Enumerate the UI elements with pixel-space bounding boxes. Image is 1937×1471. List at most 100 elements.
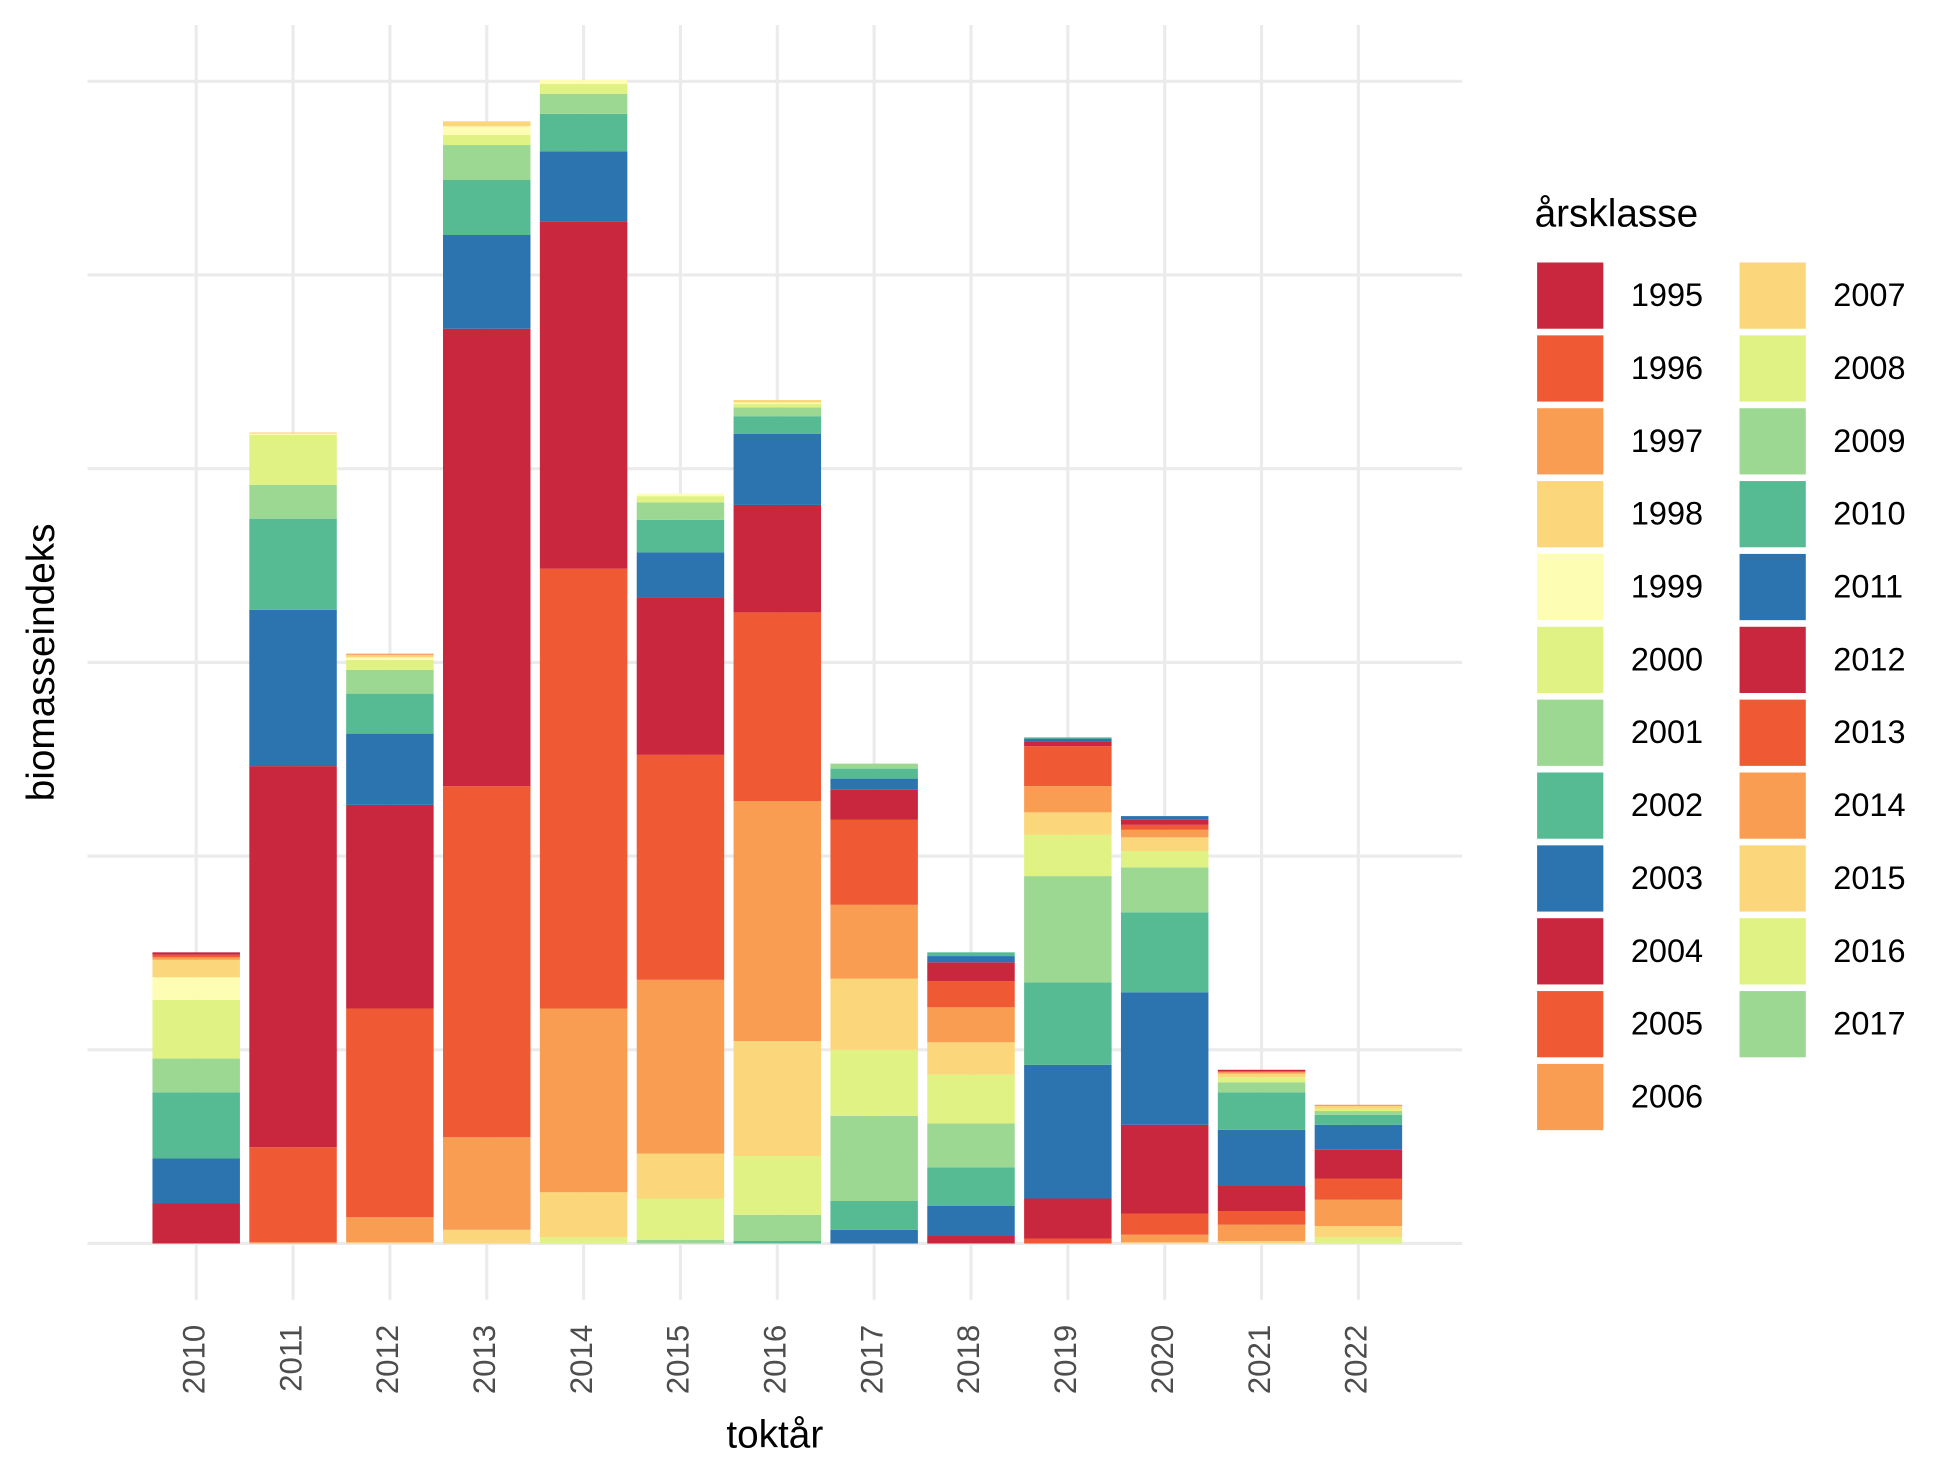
bar-segment xyxy=(346,653,434,655)
bar-segment xyxy=(1024,834,1112,877)
bar-segment xyxy=(346,693,434,734)
bar-segment xyxy=(249,434,337,485)
bar-segment xyxy=(1120,837,1209,852)
bar-segment xyxy=(1314,1106,1403,1109)
bar-segment xyxy=(1314,1124,1403,1150)
bar-segment xyxy=(346,1217,434,1243)
x-tick-label: 2015 xyxy=(661,1325,696,1394)
bar-segment xyxy=(733,407,822,417)
bar-segment xyxy=(636,502,725,520)
bar-segment xyxy=(443,235,531,329)
legend-key xyxy=(1739,335,1806,402)
legend-key xyxy=(1537,918,1604,985)
y-axis-title: biomasseindeks xyxy=(20,524,63,802)
x-tick-label: 2010 xyxy=(176,1325,211,1394)
bar-segment xyxy=(1120,1213,1209,1235)
bar-segment xyxy=(152,952,240,955)
x-tick-label: 2020 xyxy=(1145,1325,1180,1394)
bar-segment xyxy=(733,416,822,434)
legend-label: 2016 xyxy=(1833,933,1905,969)
bar-segment xyxy=(733,402,822,404)
bar-segment xyxy=(152,959,240,978)
legend-key xyxy=(1739,772,1806,839)
bar-segment xyxy=(539,1237,628,1244)
bar-segment xyxy=(249,766,337,1148)
legend-key xyxy=(1739,845,1806,912)
bar-segment xyxy=(443,1137,531,1230)
bar-segment xyxy=(830,904,918,979)
legend-key xyxy=(1537,553,1604,621)
bar-segment xyxy=(1120,829,1209,838)
legend-key xyxy=(1537,335,1604,402)
bar-segment xyxy=(830,1049,918,1117)
bar-segment xyxy=(152,954,240,958)
bar-segment xyxy=(733,433,822,505)
bar-segment xyxy=(927,962,1015,982)
bar-segment xyxy=(152,977,240,1000)
legend-label: 2012 xyxy=(1833,641,1905,677)
bar-segment xyxy=(1217,1072,1306,1074)
bar-segment xyxy=(249,1242,337,1244)
bar-segment xyxy=(733,1240,822,1244)
bar-segment xyxy=(1217,1069,1306,1072)
bar-segment xyxy=(733,399,822,403)
legend-key xyxy=(1739,991,1806,1058)
legend-key xyxy=(1537,991,1604,1058)
bar-segment xyxy=(636,1198,725,1240)
bar-segment xyxy=(1217,1082,1306,1093)
bar-segment xyxy=(1120,867,1209,913)
bar-segment xyxy=(443,121,531,127)
legend-label: 2003 xyxy=(1631,860,1703,896)
bar-segment xyxy=(830,768,918,779)
legend-label: 2013 xyxy=(1833,714,1905,750)
legend-label: 2017 xyxy=(1833,1006,1905,1042)
legend-label: 2010 xyxy=(1833,496,1905,532)
x-tick-label: 2011 xyxy=(273,1325,308,1392)
bar-segment xyxy=(1314,1149,1403,1179)
legend-label: 2004 xyxy=(1631,933,1703,969)
bar-segment xyxy=(443,786,531,1138)
bar-segment xyxy=(1314,1178,1403,1200)
x-tick-label: 2021 xyxy=(1242,1325,1277,1394)
bar-segment xyxy=(927,1074,1015,1124)
legend-title: årsklasse xyxy=(1535,192,1699,235)
legend-key xyxy=(1537,481,1604,548)
bar-segment xyxy=(1024,876,1112,983)
bar-segment xyxy=(927,981,1015,1008)
legend-key xyxy=(1537,699,1604,766)
legend-label: 1997 xyxy=(1631,423,1703,459)
bar-segment xyxy=(636,1239,725,1244)
bar-segment xyxy=(733,1041,822,1157)
legend-label: 2001 xyxy=(1631,714,1703,750)
bar-segment xyxy=(346,733,434,805)
bar-segment xyxy=(830,978,918,1050)
bar-segment xyxy=(1217,1224,1306,1241)
bar-segment xyxy=(927,1167,1015,1207)
x-tick-label: 2017 xyxy=(854,1325,889,1394)
bar-segment xyxy=(346,804,434,1009)
x-tick-label: 2013 xyxy=(467,1325,502,1394)
bar-segment xyxy=(636,493,725,497)
legend-key xyxy=(1739,699,1806,766)
legend: 1995 1996 1997 1998 1999 2000 2001 2002 2003 2004… xyxy=(1537,262,1906,1131)
bar-segment xyxy=(733,612,822,802)
bar-segment xyxy=(443,135,531,146)
bar-segment xyxy=(346,657,434,660)
bar-segment xyxy=(443,180,531,236)
bar-segment xyxy=(152,1092,240,1159)
legend-key xyxy=(1537,408,1604,475)
bar-segment xyxy=(1120,851,1209,868)
legend-label: 2008 xyxy=(1833,350,1905,386)
x-tick-label: 2012 xyxy=(370,1325,405,1394)
legend-label: 2002 xyxy=(1631,787,1703,823)
legend-label: 2009 xyxy=(1833,423,1905,459)
legend-key xyxy=(1537,772,1604,839)
bar-segment xyxy=(1120,992,1209,1125)
bar-segment xyxy=(1120,816,1209,820)
bar-segment xyxy=(539,83,628,94)
bar-segment xyxy=(443,145,531,181)
bar-segment xyxy=(539,1192,628,1238)
bar-segment xyxy=(927,1042,1015,1075)
